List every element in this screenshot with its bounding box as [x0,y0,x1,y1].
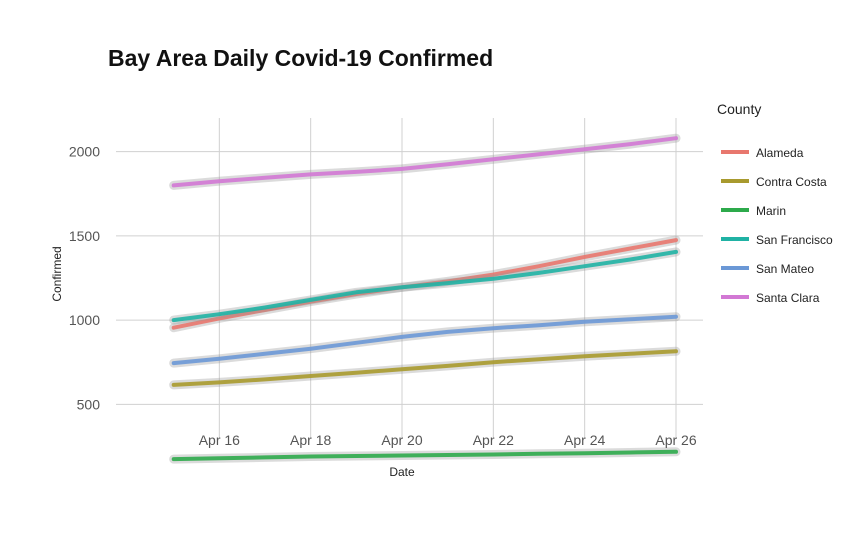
series-line-contra-costa [171,349,678,387]
x-tick-label: Apr 18 [290,432,331,448]
y-tick-label: 1500 [69,228,100,244]
x-tick-label: Apr 24 [564,432,605,448]
y-tick-label: 500 [77,396,101,412]
y-tick-label: 1000 [69,312,100,328]
legend-label: San Francisco [756,233,833,247]
chart-title: Bay Area Daily Covid-19 Confirmed [108,45,493,71]
legend-label: Alameda [756,146,804,160]
y-axis-label: Confirmed [50,246,64,301]
legend-label: Marin [756,204,786,218]
x-axis-label: Date [389,465,415,479]
x-tick-label: Apr 16 [199,432,240,448]
legend-title: County [717,101,761,117]
series-lines [169,133,681,464]
series-line-san-mateo [171,314,678,366]
series-line-san-francisco [171,249,678,323]
legend-label: Santa Clara [756,291,820,305]
y-tick-label: 2000 [69,144,100,160]
legend-label: San Mateo [756,262,814,276]
x-tick-label: Apr 22 [473,432,514,448]
x-axis-ticks: Apr 16 Apr 18 Apr 20 Apr 22 Apr 24 Apr 26 [199,432,697,448]
legend: Alameda Contra Costa Marin San Francisco San… [721,146,833,305]
x-tick-label: Apr 20 [381,432,422,448]
x-tick-label: Apr 26 [655,432,696,448]
series-line-santa-clara [171,136,678,188]
legend-label: Contra Costa [756,175,827,189]
y-axis-ticks: 500 1000 1500 2000 [69,144,100,413]
series-line-marin [171,449,678,462]
